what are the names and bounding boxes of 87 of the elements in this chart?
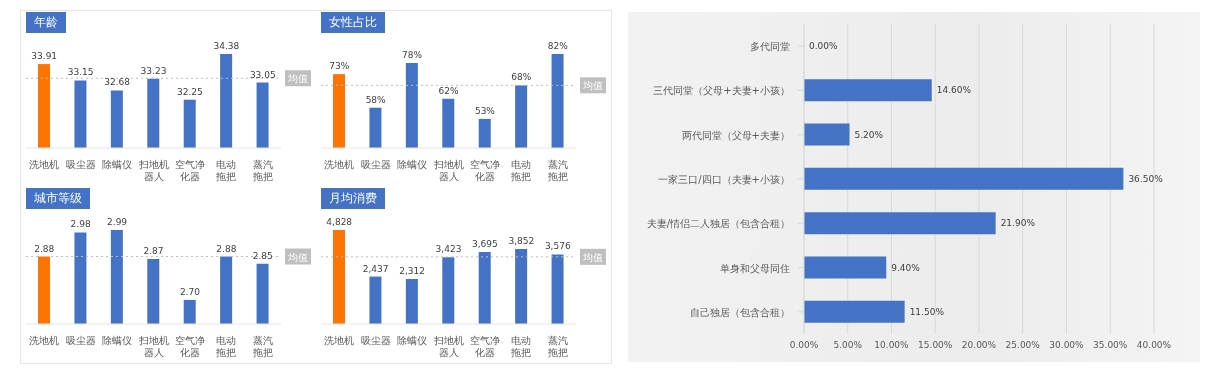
- data-label: 58%: [365, 94, 387, 105]
- x-tick-label: 吸尘器: [360, 159, 391, 170]
- data-label: 9.40%: [891, 262, 921, 273]
- y-tick-label: 三代同堂（父母+夫妻+小孩）: [653, 85, 790, 97]
- data-label: 0.00%: [809, 41, 839, 52]
- data-label: 78%: [402, 49, 423, 60]
- y-tick-label: 夫妻/情侣二人独居（包含合租）: [646, 218, 790, 230]
- x-tick-label: 空气净化器: [469, 335, 500, 358]
- x-tick-label: 蒸汽拖把: [546, 335, 568, 358]
- x-tick-label: 扫地机器人: [432, 159, 464, 182]
- x-tick-label: 25.00%: [1005, 340, 1041, 351]
- y-tick-label: 多代同堂: [750, 41, 790, 53]
- chart-title: 女性占比: [321, 12, 385, 33]
- x-tick-label: 除螨仪: [102, 159, 133, 170]
- y-tick-label: 单身和父母同住: [720, 262, 790, 274]
- data-label: 33.23: [140, 65, 167, 76]
- data-label: 2.85: [252, 250, 273, 261]
- x-tick-label: 空气净化器: [174, 159, 205, 182]
- data-label: 2,312: [399, 265, 425, 276]
- ref-line-label: 均值: [582, 80, 603, 92]
- data-label: 32.68: [104, 77, 131, 88]
- data-label: 34.38: [213, 41, 240, 51]
- x-tick-label: 电动拖把: [215, 159, 237, 182]
- data-label: 2.88: [216, 243, 237, 254]
- chart-title: 月均消费: [321, 188, 385, 209]
- data-label: 21.90%: [1000, 218, 1036, 229]
- data-label: 33.05: [249, 69, 276, 80]
- x-tick-label: 15.00%: [918, 340, 953, 351]
- data-label: 3,576: [544, 241, 571, 252]
- x-tick-label: 吸尘器: [65, 335, 96, 346]
- data-label: 82%: [547, 41, 569, 51]
- x-tick-label: 电动拖把: [510, 159, 532, 182]
- y-tick-label: 自己独居（包含合租）: [690, 306, 790, 318]
- data-label: 73%: [329, 61, 350, 72]
- x-tick-label: 蒸汽拖把: [251, 159, 273, 182]
- ref-line-label: 均值: [287, 73, 308, 85]
- data-label: 68%: [511, 72, 532, 83]
- data-label: 2.70: [179, 286, 201, 297]
- x-tick-label: 空气净化器: [469, 159, 500, 182]
- x-tick-label: 40.00%: [1136, 340, 1172, 351]
- ref-line-label: 均值: [582, 251, 603, 263]
- chart-title: 年龄: [26, 12, 66, 33]
- x-tick-label: 除螨仪: [102, 335, 133, 346]
- x-tick-label: 蒸汽拖把: [546, 159, 568, 182]
- x-tick-label: 扫地机器人: [137, 159, 169, 182]
- ref-line-label: 均值: [287, 251, 308, 263]
- data-label: 14.60%: [936, 85, 972, 96]
- x-tick-label: 洗地机: [324, 159, 355, 170]
- x-tick-label: 35.00%: [1093, 340, 1128, 351]
- data-label: 33.91: [31, 51, 58, 62]
- data-label: 2.88: [34, 243, 55, 254]
- x-tick-label: 5.00%: [833, 340, 863, 351]
- data-label: 3,695: [472, 239, 498, 250]
- data-label: 3,852: [508, 236, 535, 246]
- data-label: 53%: [474, 105, 496, 116]
- x-tick-label: 20.00%: [961, 340, 997, 351]
- x-tick-label: 蒸汽拖把: [251, 335, 273, 358]
- y-tick-label: 两代同堂（父母+夫妻）: [681, 129, 790, 141]
- y-tick-label: 一家三口/四口（夫妻+小孩）: [658, 174, 790, 185]
- x-tick-label: 洗地机: [29, 159, 60, 170]
- x-tick-label: 洗地机: [29, 335, 60, 346]
- x-tick-label: 空气净化器: [174, 335, 205, 358]
- x-tick-label: 10.00%: [874, 340, 910, 351]
- data-label: 11.50%: [909, 306, 945, 317]
- data-label: 2.99: [107, 217, 128, 227]
- data-label: 33.15: [67, 67, 94, 78]
- data-label: 62%: [438, 85, 459, 96]
- x-tick-label: 电动拖把: [215, 335, 237, 358]
- x-tick-label: 除螨仪: [397, 335, 428, 346]
- data-label: 2,437: [362, 263, 389, 274]
- chart-title: 城市等级: [26, 188, 90, 209]
- data-label: 36.50%: [1128, 174, 1164, 184]
- x-tick-label: 扫地机器人: [137, 335, 169, 358]
- x-tick-label: 30.00%: [1049, 340, 1085, 351]
- x-tick-label: 洗地机: [324, 335, 355, 346]
- data-label: 5.20%: [854, 129, 884, 140]
- data-label: 2.87: [143, 245, 164, 256]
- data-label: 3,423: [435, 244, 462, 255]
- data-label: 2.98: [70, 219, 91, 230]
- x-tick-label: 除螨仪: [397, 159, 428, 170]
- x-tick-label: 0.00%: [789, 340, 819, 351]
- data-label: 4,828: [326, 217, 353, 227]
- x-tick-label: 吸尘器: [360, 335, 391, 346]
- x-tick-label: 吸尘器: [65, 159, 96, 170]
- data-label: 32.25: [177, 86, 203, 97]
- x-tick-label: 电动拖把: [510, 335, 532, 358]
- x-tick-label: 扫地机器人: [432, 335, 464, 358]
